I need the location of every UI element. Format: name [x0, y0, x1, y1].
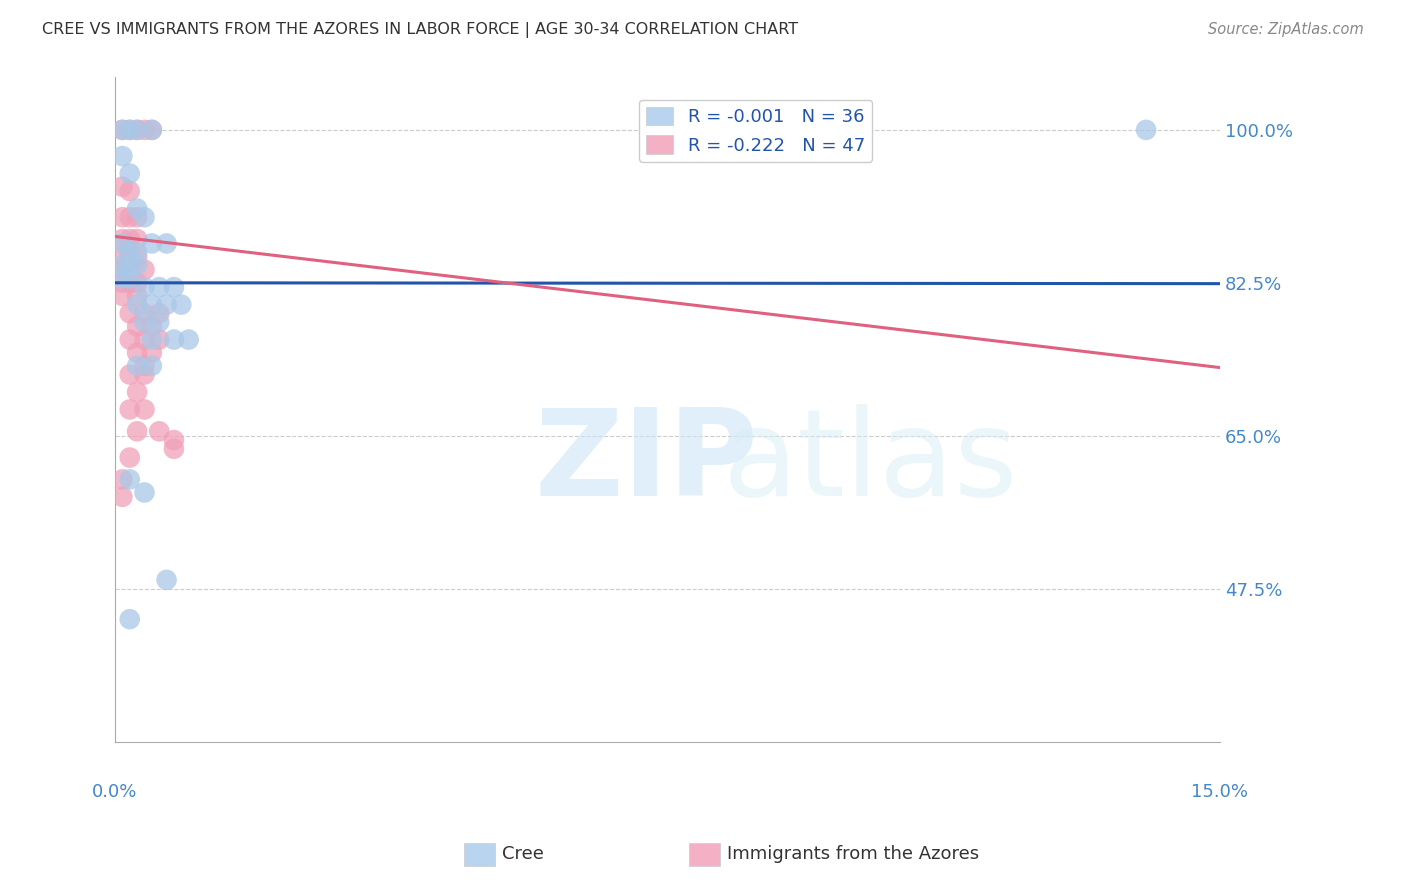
Point — [127, 250, 149, 264]
Point — [155, 573, 177, 587]
Point — [134, 359, 156, 373]
Point — [766, 123, 789, 137]
Point — [134, 262, 156, 277]
Text: Source: ZipAtlas.com: Source: ZipAtlas.com — [1208, 22, 1364, 37]
Point — [163, 280, 186, 294]
Point — [127, 425, 149, 439]
Point — [111, 232, 134, 246]
Point — [127, 289, 149, 303]
Text: CREE VS IMMIGRANTS FROM THE AZORES IN LABOR FORCE | AGE 30-34 CORRELATION CHART: CREE VS IMMIGRANTS FROM THE AZORES IN LA… — [42, 22, 799, 38]
Point — [111, 258, 134, 272]
Point — [127, 245, 149, 260]
Point — [111, 289, 134, 303]
Point — [148, 425, 170, 439]
Point — [127, 123, 149, 137]
Point — [111, 271, 134, 285]
Point — [118, 245, 141, 260]
Point — [170, 298, 193, 312]
Point — [141, 123, 163, 137]
Point — [111, 490, 134, 504]
Point — [127, 319, 149, 334]
Point — [118, 271, 141, 285]
Point — [111, 276, 134, 290]
Point — [127, 211, 149, 225]
Point — [118, 368, 141, 382]
Point — [118, 450, 141, 465]
Point — [134, 123, 156, 137]
Point — [118, 250, 141, 264]
Text: ZIP: ZIP — [534, 404, 759, 521]
Point — [148, 333, 170, 347]
Point — [111, 262, 134, 277]
Point — [127, 298, 149, 312]
Point — [134, 315, 156, 329]
Point — [134, 368, 156, 382]
Point — [134, 485, 156, 500]
Point — [118, 167, 141, 181]
Point — [118, 211, 141, 225]
Point — [118, 123, 141, 137]
Point — [127, 258, 149, 272]
Point — [127, 345, 149, 359]
Point — [163, 333, 186, 347]
Point — [118, 184, 141, 198]
Text: 0.0%: 0.0% — [93, 783, 138, 801]
Point — [141, 123, 163, 137]
Text: Immigrants from the Azores: Immigrants from the Azores — [727, 845, 979, 863]
Text: Cree: Cree — [502, 845, 544, 863]
Point — [163, 433, 186, 447]
Point — [141, 319, 163, 334]
Point — [111, 179, 134, 194]
Point — [127, 384, 149, 399]
Point — [141, 298, 163, 312]
Point — [155, 298, 177, 312]
Point — [141, 345, 163, 359]
Point — [127, 359, 149, 373]
Point — [111, 211, 134, 225]
Point — [134, 402, 156, 417]
Point — [141, 236, 163, 251]
Text: 15.0%: 15.0% — [1191, 783, 1249, 801]
Point — [148, 315, 170, 329]
Point — [118, 232, 141, 246]
Point — [111, 123, 134, 137]
Point — [111, 236, 134, 251]
Text: atlas: atlas — [723, 404, 1018, 521]
Point — [134, 211, 156, 225]
Point — [134, 333, 156, 347]
Point — [118, 306, 141, 320]
Point — [148, 306, 170, 320]
Point — [127, 276, 149, 290]
Point — [118, 276, 141, 290]
Point — [134, 306, 156, 320]
Point — [118, 402, 141, 417]
Point — [118, 258, 141, 272]
Point — [118, 612, 141, 626]
Legend: R = -0.001   N = 36, R = -0.222   N = 47: R = -0.001 N = 36, R = -0.222 N = 47 — [640, 100, 872, 162]
Point — [127, 232, 149, 246]
Point — [118, 333, 141, 347]
Point — [118, 472, 141, 486]
Point — [141, 333, 163, 347]
Point — [111, 250, 134, 264]
Point — [134, 280, 156, 294]
Point — [111, 149, 134, 163]
Point — [141, 359, 163, 373]
Point — [111, 123, 134, 137]
Point — [155, 236, 177, 251]
Point — [118, 123, 141, 137]
Point — [127, 123, 149, 137]
Point — [127, 202, 149, 216]
Point — [1135, 123, 1157, 137]
Point — [111, 472, 134, 486]
Point — [163, 442, 186, 456]
Point — [118, 262, 141, 277]
Point — [177, 333, 200, 347]
Point — [148, 280, 170, 294]
